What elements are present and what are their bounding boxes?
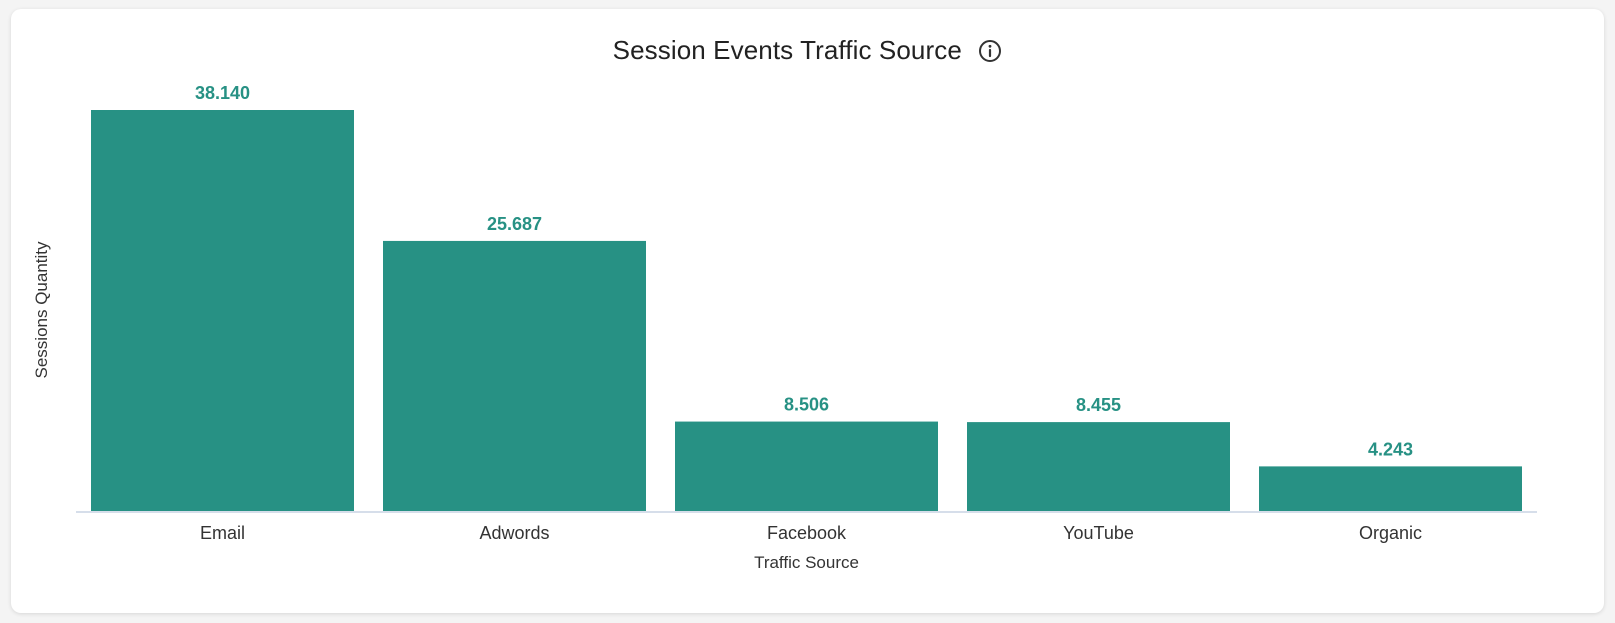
- value-label-organic: 4.243: [1368, 439, 1413, 459]
- bar-email[interactable]: [91, 110, 354, 511]
- chart-card: Session Events Traffic Source 38.140 Emai…: [11, 9, 1604, 613]
- y-axis-title: Sessions Quantity: [32, 241, 51, 379]
- x-tick-label-email: Email: [200, 523, 245, 543]
- info-circle-icon[interactable]: [978, 39, 1002, 63]
- bar-organic[interactable]: [1259, 466, 1522, 511]
- x-tick-label-adwords: Adwords: [479, 523, 549, 543]
- bar-youtube[interactable]: [967, 422, 1230, 511]
- x-axis-title: Traffic Source: [754, 553, 859, 572]
- value-label-email: 38.140: [195, 83, 250, 103]
- x-tick-label-youtube: YouTube: [1063, 523, 1134, 543]
- bar-chart: 38.140 Email 25.687 Adwords 8.506 Facebook 8.4…: [32, 83, 1537, 572]
- chart-title: Session Events Traffic Source: [612, 35, 962, 65]
- bar-facebook[interactable]: [675, 421, 938, 511]
- bar-adwords[interactable]: [383, 240, 646, 511]
- value-label-facebook: 8.506: [784, 395, 829, 415]
- value-label-youtube: 8.455: [1076, 395, 1121, 415]
- chart-header: Session Events Traffic Source: [11, 35, 1604, 75]
- x-tick-label-facebook: Facebook: [767, 523, 847, 543]
- x-tick-label-organic: Organic: [1359, 523, 1422, 543]
- value-label-adwords: 25.687: [487, 214, 542, 234]
